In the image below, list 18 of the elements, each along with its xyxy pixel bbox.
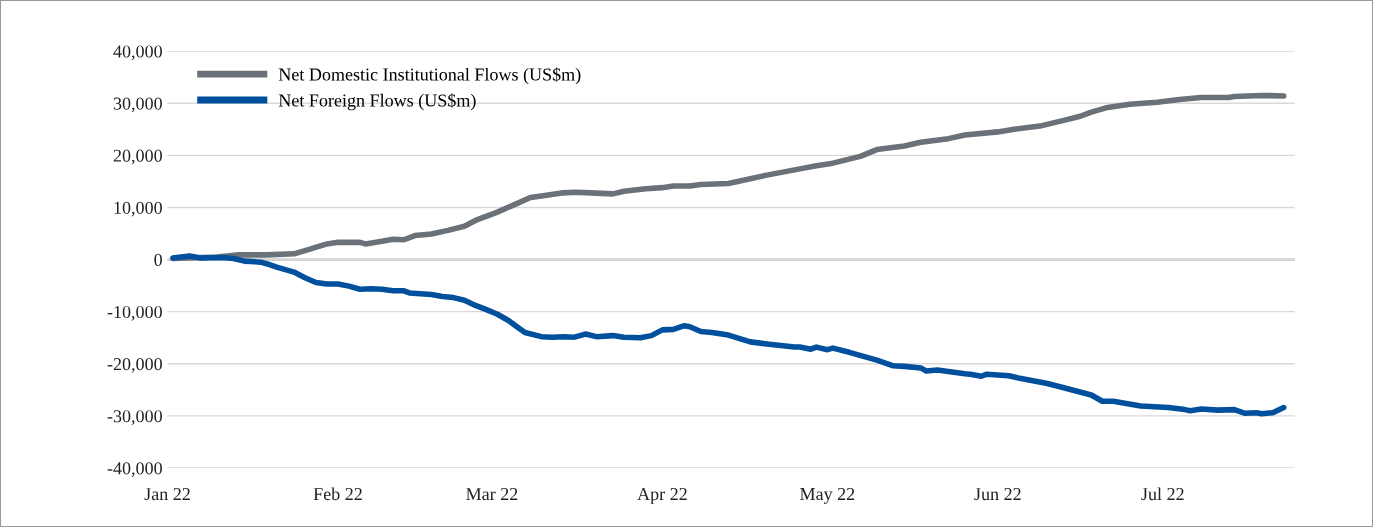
x-tick-label: Jan 22 [144,487,190,501]
x-tick-label: May 22 [800,487,855,504]
y-tick-label: 40,000 [113,45,162,61]
y-tick-label: -20,000 [107,358,162,373]
legend-label: Net Domestic Institutional Flows (US$m) [278,67,581,85]
y-tick-label: -30,000 [107,410,162,425]
x-tick-label: Jul 22 [1141,487,1184,501]
y-tick-label: 20,000 [113,149,162,165]
y-tick-label: -10,000 [107,305,162,321]
y-tick-label: 10,000 [114,201,162,217]
x-tick-label: Feb 22 [313,487,362,501]
legend-label: Net Foreign Flows (US$m) [278,93,476,111]
x-tick-label: Jun 22 [974,487,1021,501]
y-tick-label: -40,000 [107,462,162,478]
y-tick-label: 30,000 [113,97,162,113]
y-tick-label: 0 [154,253,162,266]
x-tick-label: Mar 22 [466,487,518,501]
x-tick-label: Apr 22 [637,487,687,504]
